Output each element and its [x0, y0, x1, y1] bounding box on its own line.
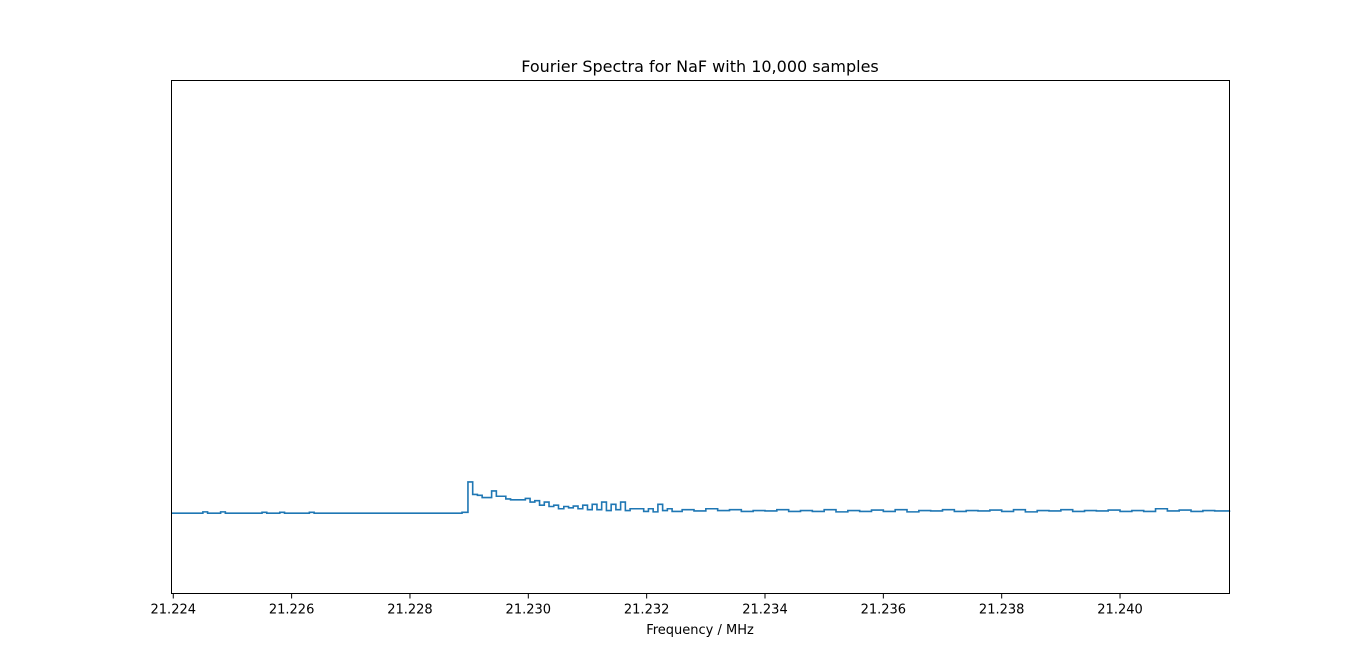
x-tick-label: 21.232 — [624, 603, 670, 618]
plot-area — [171, 481, 1231, 514]
x-tick-label: 21.240 — [1097, 603, 1143, 618]
x-tick-label: 21.230 — [506, 603, 552, 618]
x-tick-label: 21.238 — [979, 603, 1025, 618]
x-axis-ticks: 21.224 21.226 21.228 21.230 21.232 21.234 21.2… — [151, 593, 1143, 618]
x-tick-label: 21.234 — [742, 603, 788, 618]
axes-frame — [171, 80, 1230, 594]
x-axis-label: Frequency / MHz — [646, 623, 754, 638]
chart-title: Fourier Spectra for NaF with 10,000 samp… — [521, 57, 879, 76]
x-tick-label: 21.224 — [151, 603, 197, 618]
x-tick-label: 21.226 — [269, 603, 315, 618]
x-tick-label: 21.236 — [861, 603, 907, 618]
spectrum-series-line — [171, 481, 1231, 514]
x-tick-label: 21.228 — [387, 603, 433, 618]
